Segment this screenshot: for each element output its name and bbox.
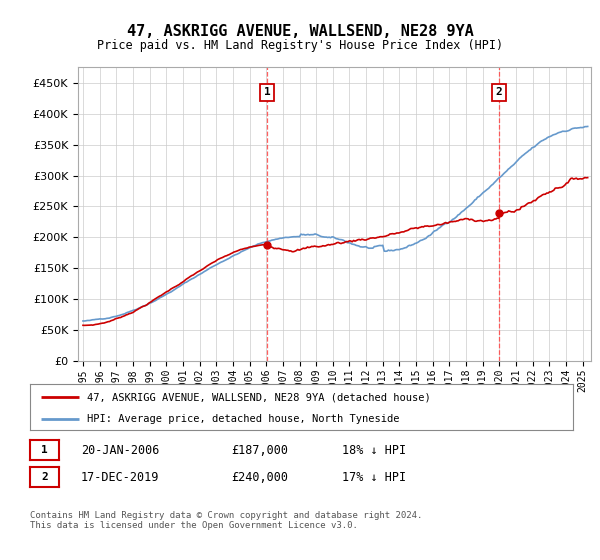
Text: Contains HM Land Registry data © Crown copyright and database right 2024.
This d: Contains HM Land Registry data © Crown c… [30,511,422,530]
Text: 17% ↓ HPI: 17% ↓ HPI [342,470,406,484]
Text: £187,000: £187,000 [231,444,288,457]
Text: 47, ASKRIGG AVENUE, WALLSEND, NE28 9YA (detached house): 47, ASKRIGG AVENUE, WALLSEND, NE28 9YA (… [87,392,431,402]
Text: 18% ↓ HPI: 18% ↓ HPI [342,444,406,457]
Text: HPI: Average price, detached house, North Tyneside: HPI: Average price, detached house, Nort… [87,414,400,423]
Text: 20-JAN-2006: 20-JAN-2006 [81,444,160,457]
Text: 1: 1 [263,87,271,97]
Text: 2: 2 [496,87,502,97]
Text: 47, ASKRIGG AVENUE, WALLSEND, NE28 9YA: 47, ASKRIGG AVENUE, WALLSEND, NE28 9YA [127,24,473,39]
Text: 17-DEC-2019: 17-DEC-2019 [81,470,160,484]
Text: 2: 2 [41,472,48,482]
Text: £240,000: £240,000 [231,470,288,484]
Text: 1: 1 [41,445,48,455]
Text: Price paid vs. HM Land Registry's House Price Index (HPI): Price paid vs. HM Land Registry's House … [97,39,503,52]
